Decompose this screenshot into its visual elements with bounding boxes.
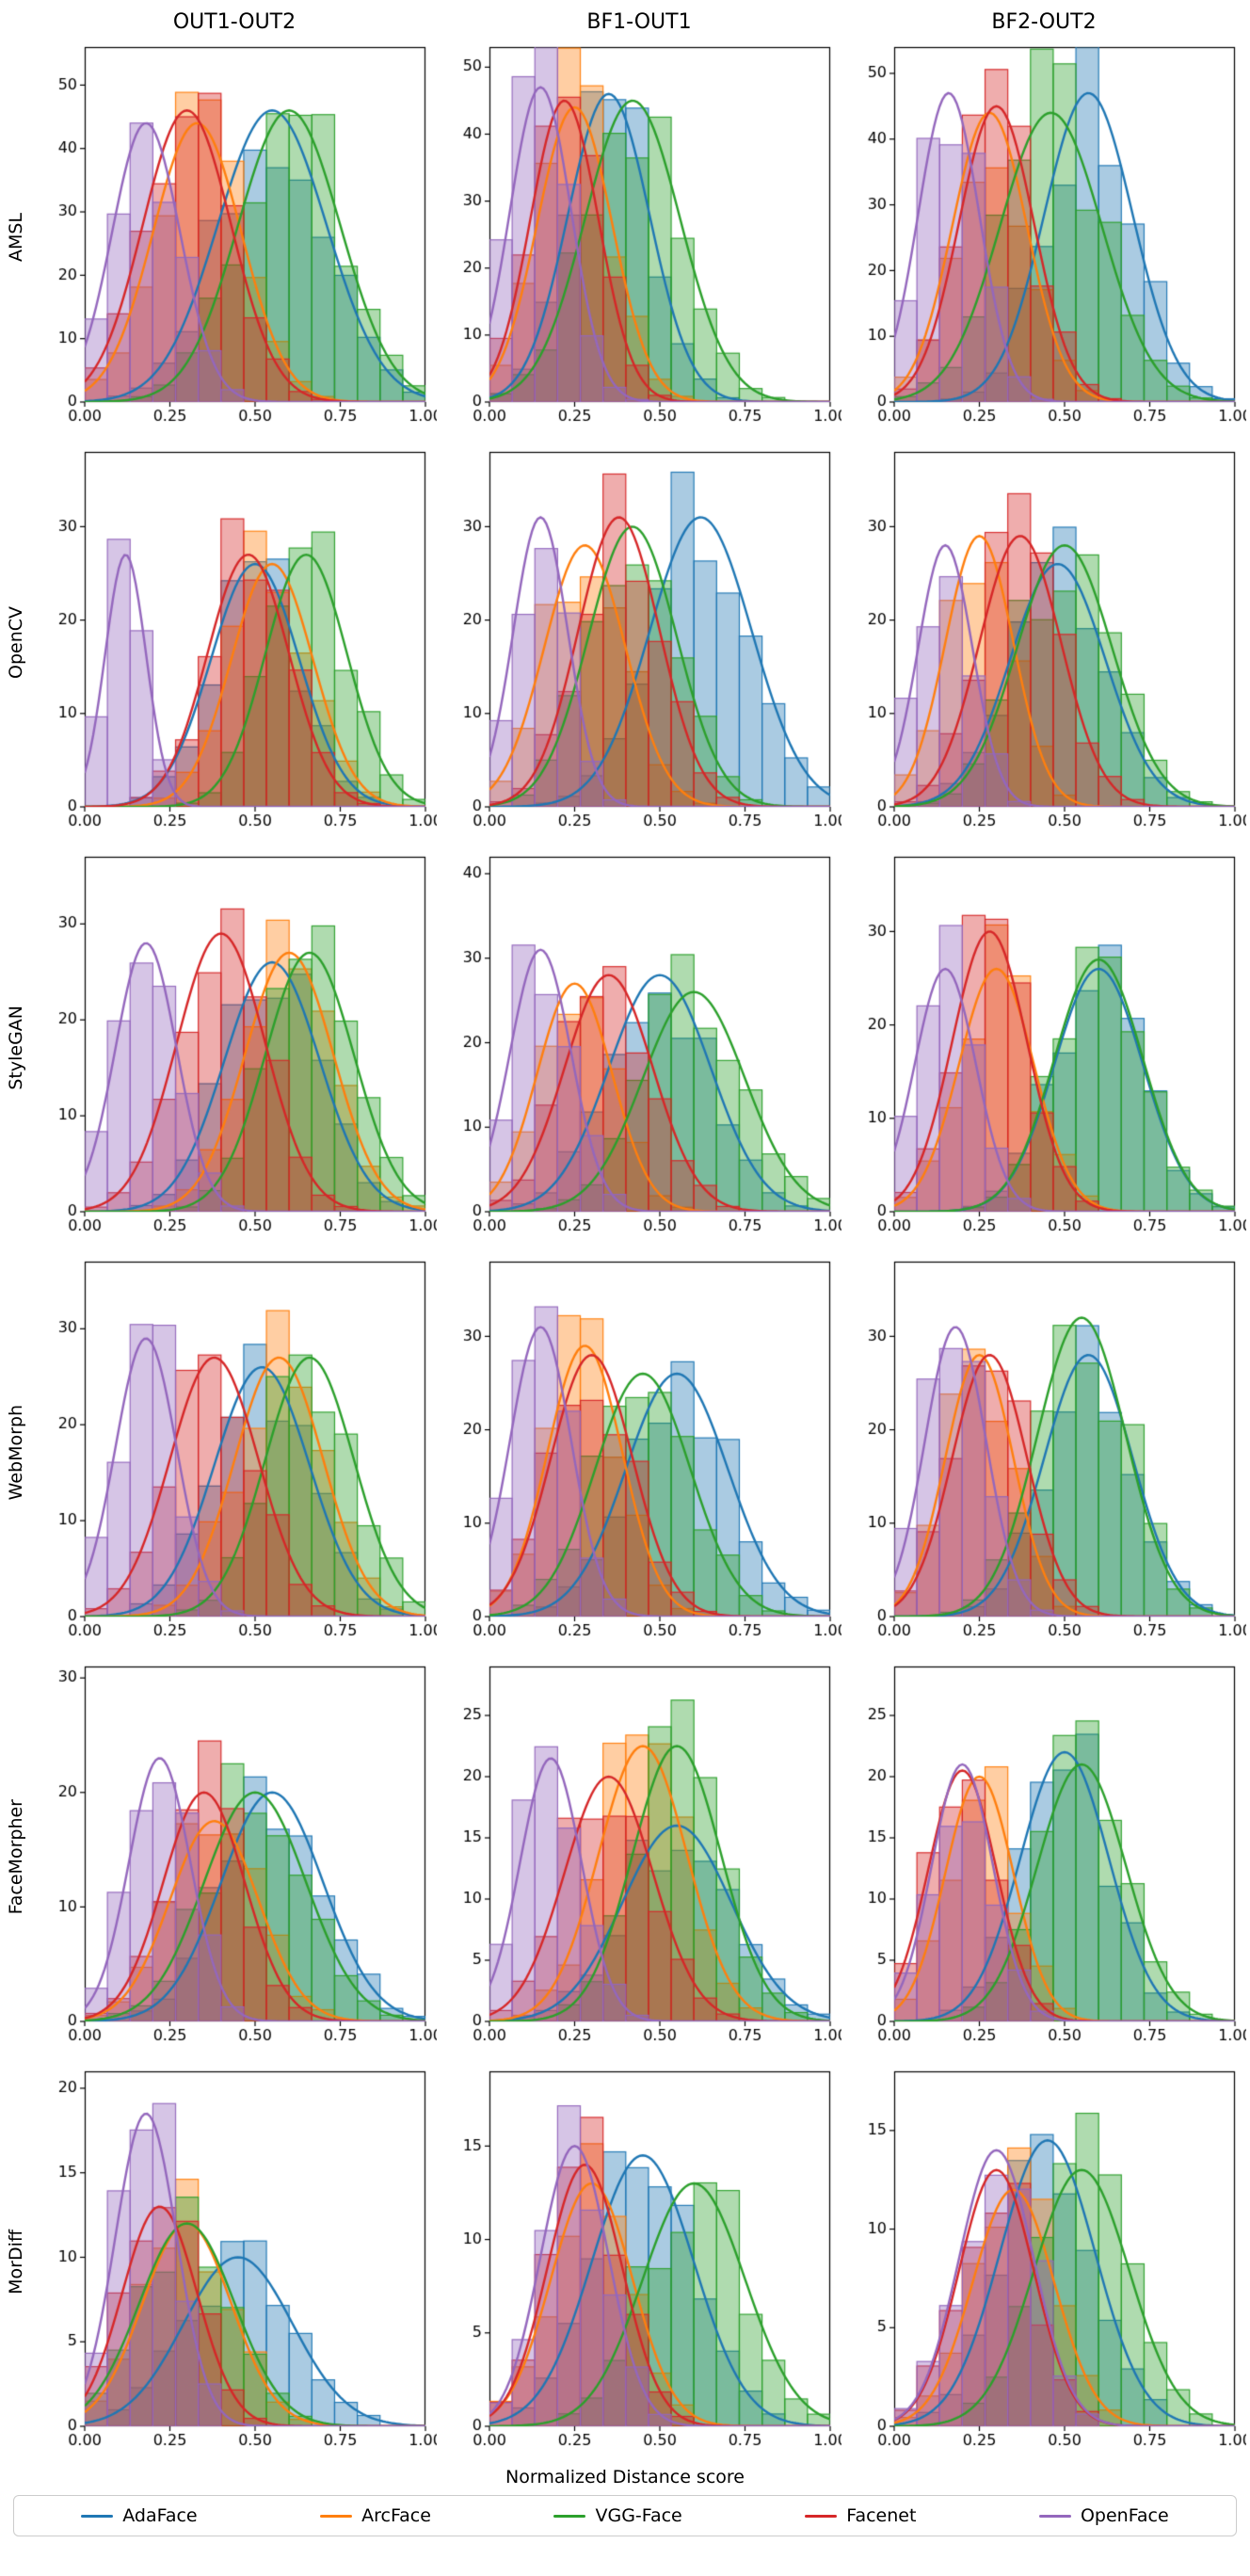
subplot-opencv-out1-out2: [32, 443, 437, 843]
row-label-mordiff: MorDiff: [6, 2230, 26, 2294]
subplot-opencv-bf1-out1: [437, 443, 841, 843]
subplot-opencv-bf2-out2: [841, 443, 1246, 843]
subplot-facemorpher-bf2-out2: [841, 1657, 1246, 2057]
subplot-webmorph-out1-out2: [32, 1252, 437, 1652]
row-label-opencv: OpenCV: [6, 605, 26, 679]
subplot-webmorph-bf2-out2: [841, 1252, 1246, 1652]
column-title-bf1-out1: BF1-OUT1: [586, 9, 692, 34]
row-label-stylegan: StyleGAN: [6, 1005, 26, 1090]
subplot-facemorpher-bf1-out1: [437, 1657, 841, 2057]
adaface-line-swatch: [81, 2514, 114, 2518]
row-label-facemorpher: FaceMorpher: [6, 1799, 26, 1915]
row-webmorph: WebMorph: [0, 1252, 1250, 1652]
legend-item-facenet: Facenet: [805, 2505, 916, 2526]
subplot-stylegan-out1-out2: [32, 847, 437, 1248]
column-title-out1-out2: OUT1-OUT2: [172, 9, 296, 34]
row-label-webmorph: WebMorph: [6, 1404, 26, 1501]
facenet-line-swatch: [805, 2514, 838, 2518]
openface-line-swatch: [1038, 2514, 1071, 2518]
subplot-facemorpher-out1-out2: [32, 1657, 437, 2057]
legend-item-vggface: VGG-Face: [553, 2505, 682, 2526]
subplot-mordiff-out1-out2: [32, 2062, 437, 2462]
vggface-line-swatch: [553, 2514, 586, 2518]
subplot-amsl-bf1-out1: [437, 38, 841, 438]
legend-item-openface: OpenFace: [1038, 2505, 1169, 2526]
legend: AdaFace ArcFace VGG-Face Facenet OpenFac…: [13, 2495, 1237, 2536]
column-title-bf2-out2: BF2-OUT2: [991, 9, 1097, 34]
row-amsl: AMSL: [0, 38, 1250, 438]
subplot-stylegan-bf2-out2: [841, 847, 1246, 1248]
legend-item-arcface: ArcFace: [320, 2505, 431, 2526]
row-opencv: OpenCV: [0, 443, 1250, 843]
subplot-webmorph-bf1-out1: [437, 1252, 841, 1652]
subplot-mordiff-bf1-out1: [437, 2062, 841, 2462]
column-header-row: OUT1-OUT2 BF1-OUT1 BF2-OUT2: [0, 6, 1250, 38]
row-facemorpher: FaceMorpher: [0, 1657, 1250, 2057]
row-label-amsl: AMSL: [6, 213, 26, 263]
subplot-stylegan-bf1-out1: [437, 847, 841, 1248]
subplot-amsl-bf2-out2: [841, 38, 1246, 438]
row-stylegan: StyleGAN: [0, 847, 1250, 1248]
row-mordiff: MorDiff: [0, 2062, 1250, 2462]
subplot-mordiff-bf2-out2: [841, 2062, 1246, 2462]
legend-item-adaface: AdaFace: [81, 2505, 198, 2526]
arcface-line-swatch: [320, 2514, 353, 2518]
x-axis-label: Normalized Distance score: [505, 2467, 745, 2487]
subplot-amsl-out1-out2: [32, 38, 437, 438]
